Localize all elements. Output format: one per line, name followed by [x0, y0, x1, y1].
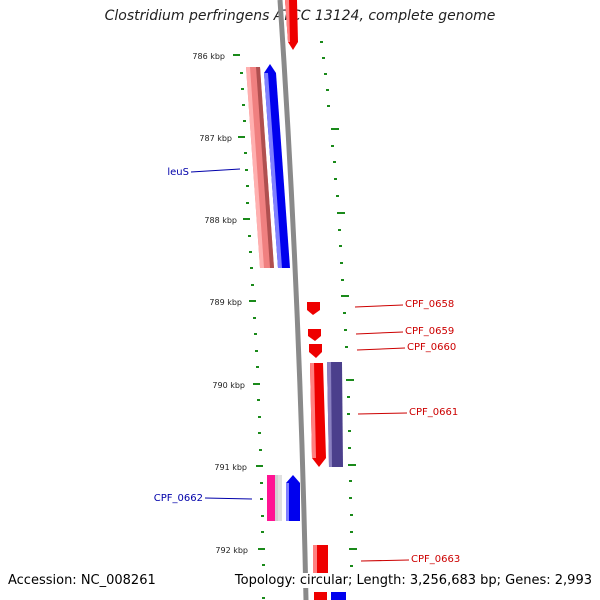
leader-CPF_0660	[356, 347, 406, 351]
kbp-label-786: 786 kbp	[192, 52, 225, 61]
genome-title: Clostridium perfringens ATCC 13124, comp…	[104, 8, 496, 24]
gene-label-leuS[interactable]: leuS	[167, 167, 189, 178]
gene-label-CPF_0663[interactable]: CPF_0663	[411, 554, 460, 565]
gene-leuS-pink[interactable]	[246, 67, 274, 268]
kbp-label-789: 789 kbp	[209, 298, 242, 307]
kbp-label-788: 788 kbp	[204, 216, 237, 225]
gene-bottom-blue[interactable]	[331, 592, 346, 600]
gene-CPF_0663[interactable]	[313, 545, 328, 575]
gene-CPF_0662[interactable]	[286, 475, 300, 521]
gene-CPF_0661[interactable]	[310, 363, 326, 467]
leader-CPF_0658	[354, 304, 404, 308]
leader-CPF_0659	[355, 331, 404, 335]
gene-bottom-red[interactable]	[314, 592, 327, 600]
leader-CPF_0661	[357, 412, 408, 415]
gene-CPF_0661-purple[interactable]	[327, 362, 343, 467]
kbp-label-792: 792 kbp	[215, 546, 248, 555]
gene-label-CPF_0659[interactable]: CPF_0659	[405, 326, 454, 337]
right-tick-track	[320, 41, 357, 567]
leader-CPF_0662	[204, 497, 253, 500]
accession-text: Accession: NC_008261	[6, 573, 158, 588]
gene-CPF_0659[interactable]	[308, 329, 321, 341]
genome-summary-text: Topology: circular; Length: 3,256,683 bp…	[232, 573, 594, 588]
genome-backbone	[277, 0, 309, 600]
gene-label-CPF_0658[interactable]: CPF_0658	[405, 299, 454, 310]
gene-CPF_0660[interactable]	[309, 344, 322, 358]
gene-CPF_0662-magenta[interactable]	[267, 475, 282, 521]
kbp-label-791: 791 kbp	[214, 463, 247, 472]
left-tick-track	[233, 54, 265, 599]
gene-leuS-blue[interactable]	[264, 64, 290, 268]
gene-CPF_0658[interactable]	[307, 302, 320, 315]
gene-label-CPF_0661[interactable]: CPF_0661	[409, 407, 458, 418]
leader-CPF_0663	[360, 559, 410, 562]
gene-label-CPF_0660[interactable]: CPF_0660	[407, 342, 456, 353]
kbp-label-787: 787 kbp	[199, 134, 232, 143]
kbp-label-790: 790 kbp	[212, 381, 245, 390]
gene-label-CPF_0662[interactable]: CPF_0662	[154, 493, 203, 504]
gene-top-partial[interactable]	[285, 0, 298, 50]
leader-leuS	[190, 168, 241, 173]
